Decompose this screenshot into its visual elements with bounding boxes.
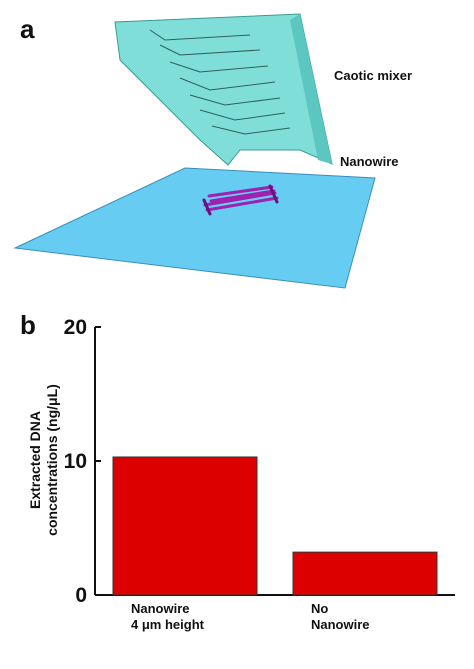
nanowire-array: [202, 184, 279, 216]
x-tick-label: Nanowire 4 μm height: [131, 601, 205, 632]
y-axis-label: Extracted DNAconcentrations (ng/μL): [27, 384, 60, 536]
mixer-grooves: [149, 29, 291, 135]
diagram-label: Caotic mixer: [334, 68, 412, 83]
bar: [112, 456, 258, 596]
chart: 0 10 20 Extracted DNAconcentrations (ng/μL)…: [27, 316, 455, 632]
mixer-side: [290, 14, 332, 164]
y-tick-label: 10: [64, 450, 87, 473]
y-tick-label: 20: [64, 316, 87, 339]
panel-label: b: [20, 310, 36, 340]
diagram-label: Nanowire: [340, 154, 399, 169]
bar: [292, 551, 438, 596]
x-tick-label: No Nanowire: [311, 601, 370, 632]
panel-label: a: [20, 14, 35, 44]
substrate: [13, 167, 376, 289]
y-tick-label: 0: [75, 584, 87, 607]
